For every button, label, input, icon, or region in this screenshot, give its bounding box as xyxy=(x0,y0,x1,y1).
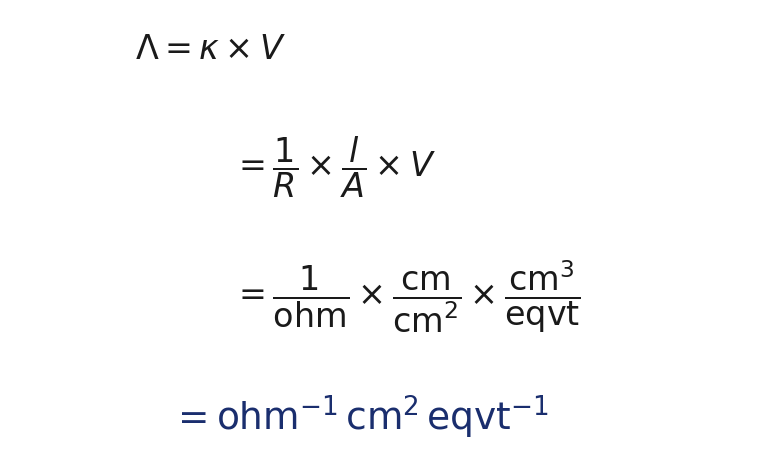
Text: $= \dfrac{1}{\mathrm{ohm}} \times \dfrac{\mathrm{cm}}{\mathrm{cm}^2} \times \dfr: $= \dfrac{1}{\mathrm{ohm}} \times \dfrac… xyxy=(232,259,581,336)
Text: $= \mathrm{ohm}^{-1}\, \mathrm{cm}^{2}\, \mathrm{eqvt}^{-1}$: $= \mathrm{ohm}^{-1}\, \mathrm{cm}^{2}\,… xyxy=(170,394,549,441)
Text: $\Lambda = \kappa \times V$: $\Lambda = \kappa \times V$ xyxy=(135,34,286,66)
Text: $= \dfrac{1}{R} \times \dfrac{l}{A} \times V$: $= \dfrac{1}{R} \times \dfrac{l}{A} \tim… xyxy=(232,135,435,200)
